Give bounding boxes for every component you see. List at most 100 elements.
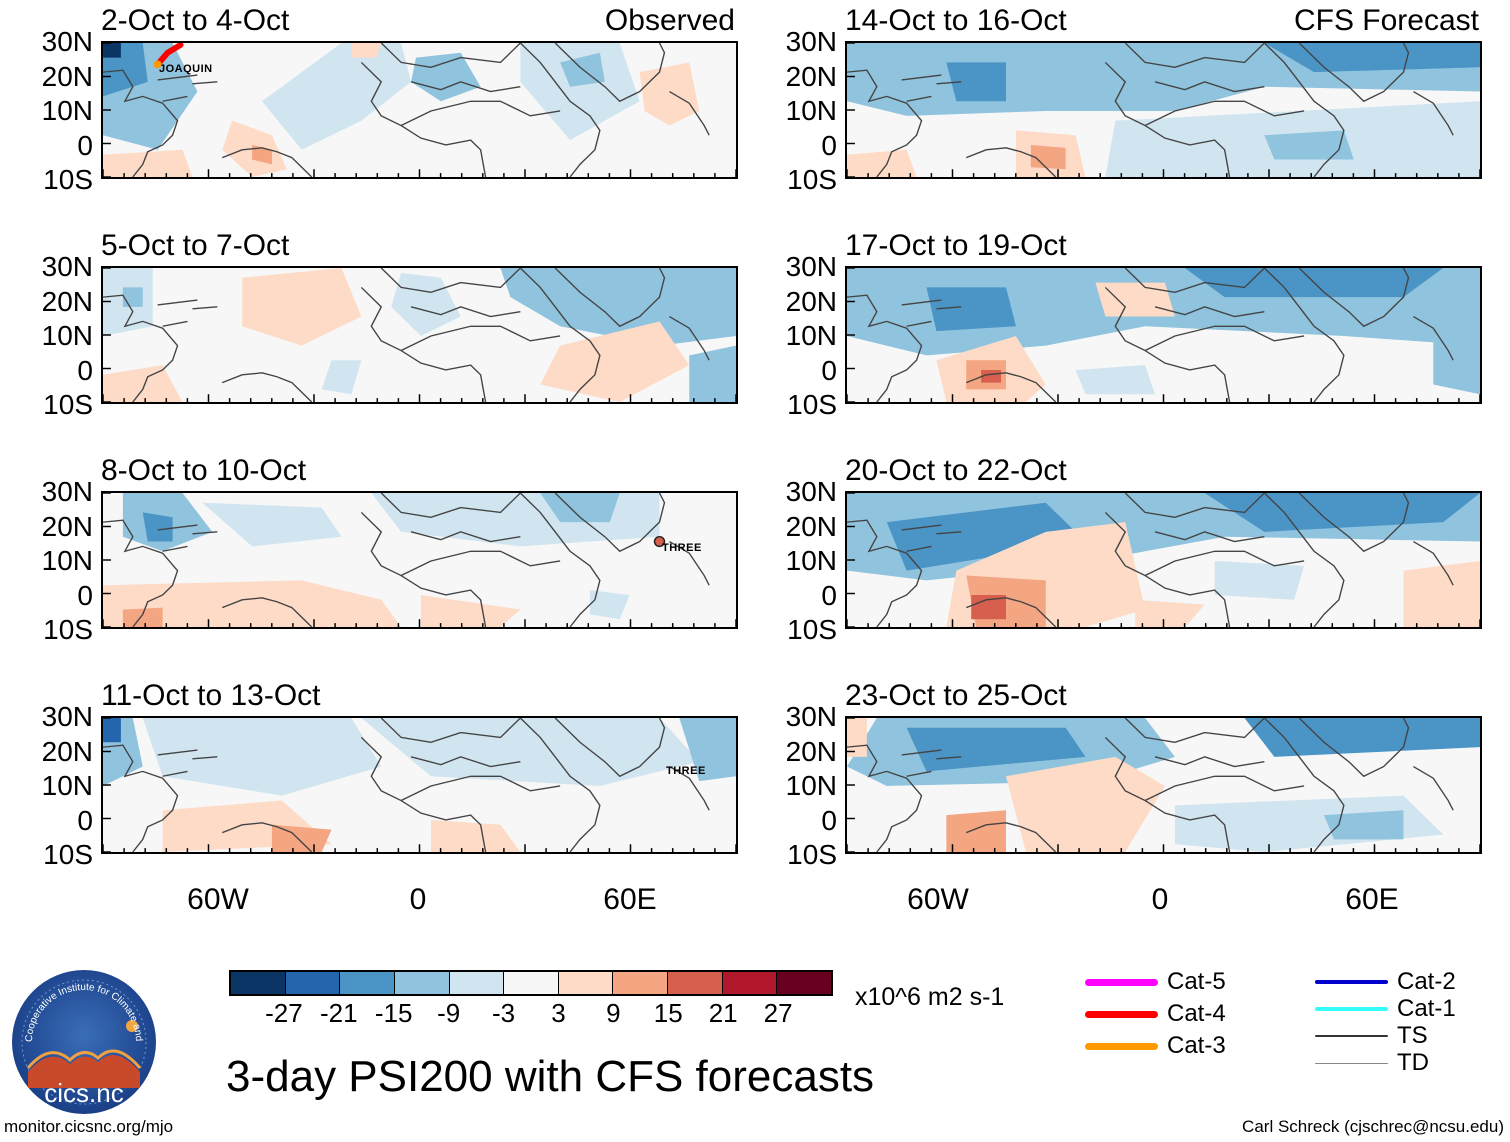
legend-label: TS bbox=[1397, 1022, 1428, 1049]
psi-contour-region bbox=[361, 718, 700, 786]
map-panel bbox=[101, 266, 738, 404]
coastline bbox=[1144, 100, 1305, 127]
psi-contour-region bbox=[271, 824, 332, 852]
panel-title: 14-Oct to 16-Oct bbox=[845, 4, 1067, 37]
lat-label: 30N bbox=[785, 26, 837, 57]
storm-marker bbox=[653, 535, 666, 548]
coastline bbox=[1413, 315, 1454, 361]
psi-contour-region bbox=[1403, 560, 1480, 627]
coastline bbox=[400, 550, 561, 577]
psi-contour-region bbox=[946, 810, 1006, 852]
psi-contour-region bbox=[103, 365, 183, 402]
cics-logo: Cooperative Institute for Climate and Sa… bbox=[7, 960, 158, 1116]
lat-label: 10S bbox=[787, 839, 837, 870]
coastline bbox=[1263, 43, 1345, 177]
lon-label-left-0: 0 bbox=[409, 883, 427, 916]
coastline bbox=[410, 531, 521, 543]
psi-contour-region bbox=[142, 512, 173, 542]
colorbar-units: x10^6 m2 s-1 bbox=[855, 983, 1005, 1011]
coastline bbox=[1124, 43, 1265, 68]
panel-title: 8-Oct to 10-Oct bbox=[101, 454, 307, 487]
psi-contour-region bbox=[619, 268, 710, 307]
legend-label: Cat-3 bbox=[1167, 1032, 1226, 1059]
lat-label: 10S bbox=[787, 614, 837, 645]
coastline bbox=[103, 744, 179, 852]
coastline bbox=[1263, 493, 1345, 627]
panel-title: 11-Oct to 13-Oct bbox=[101, 679, 321, 712]
coastline bbox=[380, 718, 521, 743]
storm-track-cat3 bbox=[153, 60, 162, 69]
psi-contour-region bbox=[639, 62, 700, 126]
lat-label: 0 bbox=[821, 579, 837, 611]
psi-contour-region bbox=[679, 718, 736, 782]
coastline bbox=[400, 325, 561, 352]
colorbar-swatch bbox=[777, 972, 832, 994]
storm-track-cat4 bbox=[154, 43, 184, 68]
footer-url[interactable]: monitor.cicsnc.org/mjo bbox=[4, 1117, 174, 1136]
psi-contour-region bbox=[202, 502, 342, 547]
map-panel bbox=[101, 716, 738, 854]
coastline bbox=[847, 744, 923, 852]
psi-contour-region bbox=[103, 149, 193, 177]
coastline bbox=[669, 765, 710, 811]
colorbar-swatch bbox=[340, 972, 395, 994]
lat-label: 20N bbox=[785, 735, 837, 767]
coastline bbox=[1104, 511, 1231, 627]
coastline bbox=[1263, 268, 1345, 402]
legend-label: Cat-5 bbox=[1167, 968, 1226, 995]
psi-contour-region bbox=[971, 594, 1006, 620]
coastline bbox=[221, 597, 313, 627]
coastline bbox=[1104, 61, 1231, 177]
coastline bbox=[221, 822, 313, 852]
coastline bbox=[103, 519, 179, 627]
coastline bbox=[1413, 90, 1454, 136]
coastline bbox=[669, 540, 710, 586]
coastline bbox=[519, 718, 601, 852]
coastline bbox=[901, 524, 962, 552]
coastline bbox=[669, 90, 710, 136]
colorbar-tick-label: -27 bbox=[265, 998, 303, 1028]
coastline bbox=[847, 294, 923, 402]
map-panel bbox=[845, 491, 1482, 629]
legend-swatch-cat-4 bbox=[1085, 1010, 1158, 1018]
lat-label: 30N bbox=[41, 701, 93, 732]
psi-contour-region bbox=[1264, 130, 1354, 160]
coastline bbox=[1144, 550, 1305, 577]
lat-label: 10S bbox=[43, 389, 93, 420]
coastline bbox=[1144, 775, 1305, 802]
lat-label: 10N bbox=[785, 545, 837, 576]
lat-label: 0 bbox=[821, 354, 837, 386]
coastline bbox=[157, 299, 218, 327]
coastline bbox=[1144, 325, 1305, 352]
coastline bbox=[554, 43, 666, 103]
lat-label: 30N bbox=[41, 251, 93, 282]
lat-label: 10N bbox=[41, 545, 93, 576]
colorbar-swatch bbox=[668, 972, 723, 994]
coastline bbox=[1298, 268, 1410, 328]
psi-contour-region bbox=[261, 43, 412, 150]
coastline bbox=[103, 294, 179, 402]
lat-label: 30N bbox=[785, 476, 837, 507]
coastline bbox=[1154, 756, 1265, 768]
map-panel bbox=[845, 41, 1482, 179]
panel-source-tag: CFS Forecast bbox=[1293, 4, 1479, 37]
psi-contour-region bbox=[1323, 810, 1404, 840]
coastline bbox=[965, 822, 1057, 852]
coastline bbox=[519, 268, 601, 402]
map-panel bbox=[845, 716, 1482, 854]
map-panel bbox=[845, 266, 1482, 404]
legend-swatch-ts bbox=[1315, 1035, 1388, 1037]
coastline bbox=[1154, 81, 1265, 93]
psi-contour-region bbox=[430, 819, 521, 852]
psi-contour-region bbox=[540, 321, 690, 402]
psi-contour-region bbox=[689, 345, 736, 402]
panel-title: 20-Oct to 22-Oct bbox=[845, 454, 1067, 487]
psi-contour-region bbox=[847, 149, 917, 177]
colorbar-swatch bbox=[722, 972, 778, 994]
coastline bbox=[901, 74, 962, 102]
colorbar-tick-label: -9 bbox=[437, 998, 461, 1028]
coastline bbox=[554, 268, 666, 328]
legend-label: TD bbox=[1397, 1049, 1429, 1076]
map-panel bbox=[101, 491, 738, 629]
psi-contour-region bbox=[1075, 365, 1156, 395]
